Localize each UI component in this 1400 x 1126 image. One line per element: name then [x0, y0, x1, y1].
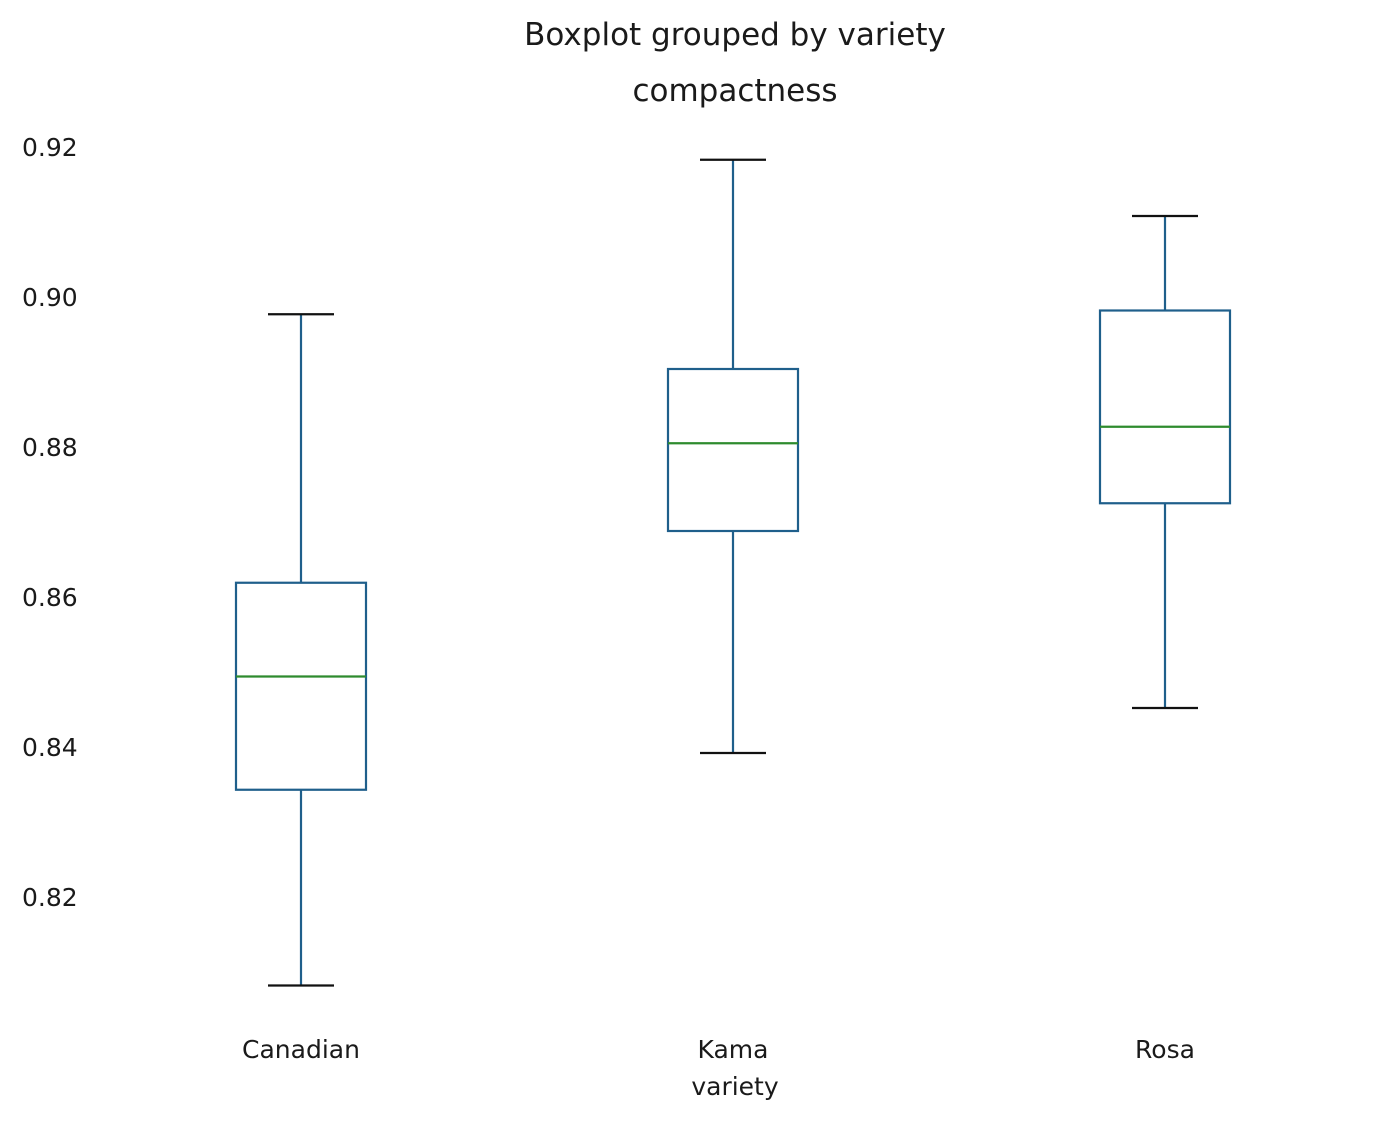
y-tick-label: 0.90: [22, 283, 78, 312]
iqr-box: [666, 367, 800, 533]
box-kama: [666, 158, 800, 755]
chart-title: compactness: [632, 73, 837, 109]
y-tick-label: 0.82: [22, 883, 78, 912]
iqr-box: [234, 581, 368, 791]
x-axis-label: variety: [691, 1072, 779, 1101]
y-tick-label: 0.88: [22, 433, 78, 462]
box-rosa: [1098, 214, 1232, 710]
x-tick-label: Canadian: [242, 1035, 360, 1064]
chart-suptitle: Boxplot grouped by variety: [524, 17, 946, 53]
x-tick-label: Rosa: [1135, 1035, 1195, 1064]
y-tick-label: 0.92: [22, 133, 78, 162]
y-axis-ticks: 0.82 0.84 0.86 0.88 0.90 0.92: [22, 133, 78, 912]
box-group: [234, 158, 1232, 987]
iqr-box: [1098, 309, 1232, 505]
x-tick-label: Kama: [698, 1035, 769, 1064]
x-axis-ticks: Canadian Kama Rosa: [242, 1035, 1195, 1064]
y-tick-label: 0.86: [22, 583, 78, 612]
y-tick-label: 0.84: [22, 733, 78, 762]
box-canadian: [234, 313, 368, 987]
